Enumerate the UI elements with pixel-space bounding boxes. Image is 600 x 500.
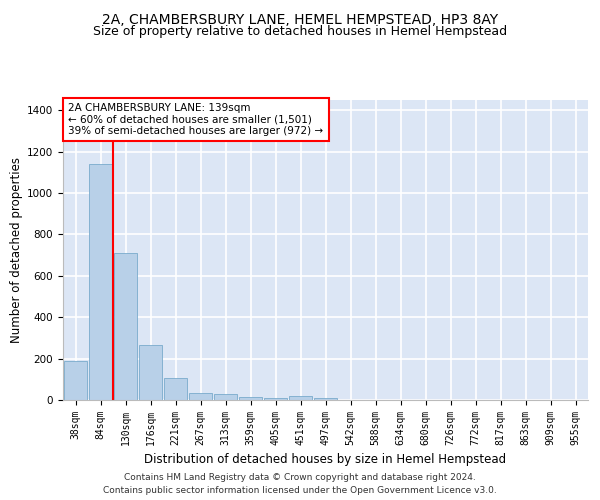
Text: Size of property relative to detached houses in Hemel Hempstead: Size of property relative to detached ho… — [93, 25, 507, 38]
Text: 2A, CHAMBERSBURY LANE, HEMEL HEMPSTEAD, HP3 8AY: 2A, CHAMBERSBURY LANE, HEMEL HEMPSTEAD, … — [102, 12, 498, 26]
Bar — [289, 396, 313, 400]
Bar — [113, 253, 137, 400]
X-axis label: Distribution of detached houses by size in Hemel Hempstead: Distribution of detached houses by size … — [145, 454, 506, 466]
Text: 2A CHAMBERSBURY LANE: 139sqm
← 60% of detached houses are smaller (1,501)
39% of: 2A CHAMBERSBURY LANE: 139sqm ← 60% of de… — [68, 103, 323, 136]
Bar — [164, 378, 187, 400]
Y-axis label: Number of detached properties: Number of detached properties — [10, 157, 23, 343]
Bar — [89, 164, 112, 400]
Bar — [214, 394, 238, 400]
Bar — [139, 345, 163, 400]
Bar — [239, 397, 262, 400]
Text: Contains HM Land Registry data © Crown copyright and database right 2024.
Contai: Contains HM Land Registry data © Crown c… — [103, 473, 497, 495]
Bar — [263, 398, 287, 400]
Bar — [314, 398, 337, 400]
Bar — [64, 360, 88, 400]
Bar — [188, 393, 212, 400]
